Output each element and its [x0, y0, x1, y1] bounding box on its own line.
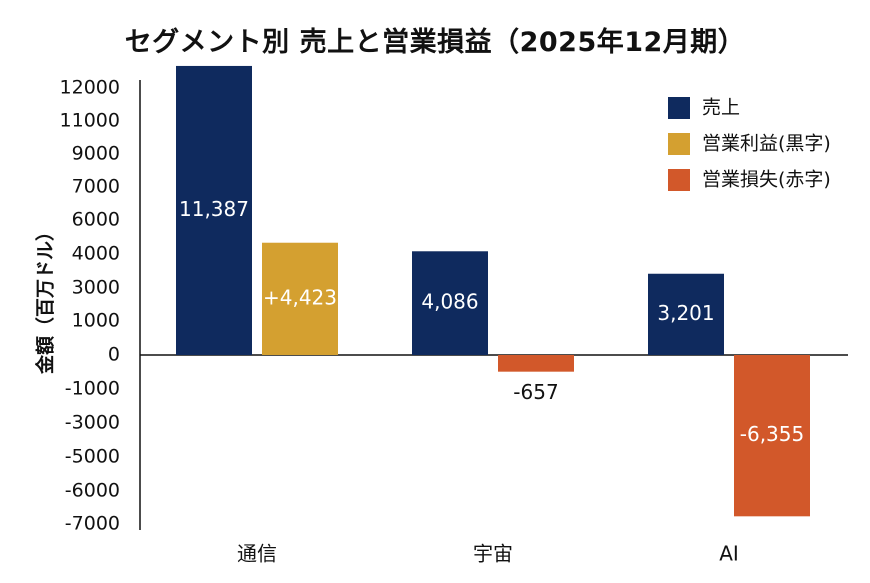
data-label: -657 — [513, 380, 558, 404]
y-tick-label: -1000 — [65, 378, 120, 400]
operating-loss-bar — [498, 355, 574, 372]
y-tick-label: -6000 — [65, 480, 120, 502]
y-tick-label: 4000 — [72, 243, 120, 265]
legend-label: 営業損失(赤字) — [702, 169, 831, 191]
chart-title: セグメント別 売上と営業損益（2025年12月期） — [124, 27, 746, 58]
y-tick-label: 7000 — [72, 176, 120, 198]
revenue-bar — [648, 273, 724, 355]
y-tick-label: -3000 — [65, 412, 120, 434]
legend-label: 営業利益(黒字) — [702, 133, 831, 155]
y-tick-label: -7000 — [65, 513, 120, 535]
legend-swatch — [668, 133, 690, 155]
y-tick-label: 3000 — [72, 277, 120, 299]
revenue-bar — [412, 251, 488, 355]
data-label: +4,423 — [263, 285, 337, 309]
y-tick-label: 0 — [108, 344, 120, 366]
revenue-bar — [176, 65, 252, 356]
data-label: -6,355 — [740, 422, 804, 446]
operating-loss-bar — [734, 355, 810, 517]
legend-swatch — [668, 169, 690, 191]
y-tick-label: 12000 — [60, 77, 120, 99]
y-tick-label: 11000 — [60, 110, 120, 132]
category-label: AI — [719, 542, 739, 566]
y-tick-label: 1000 — [72, 310, 120, 332]
legend-swatch — [668, 97, 690, 119]
y-tick-label: 9000 — [72, 143, 120, 165]
operating-profit-bar — [262, 242, 338, 355]
data-label: 4,086 — [421, 290, 478, 314]
y-axis-label: 金額（百万ドル） — [34, 222, 57, 375]
legend-label: 売上 — [702, 97, 740, 119]
category-label: 宇宙 — [473, 542, 513, 566]
category-label: 通信 — [237, 542, 277, 566]
y-tick-label: 6000 — [72, 209, 120, 231]
data-label: 11,387 — [179, 197, 249, 221]
y-tick-label: -5000 — [65, 446, 120, 468]
data-label: 3,201 — [657, 301, 714, 325]
